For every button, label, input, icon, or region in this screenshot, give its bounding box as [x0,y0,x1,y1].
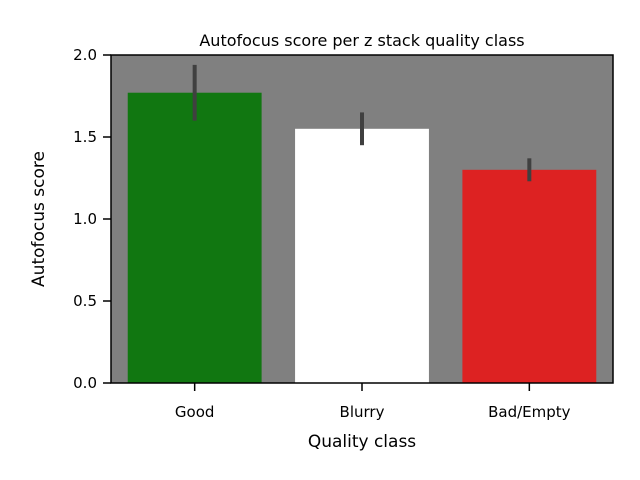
x-tick-label: Good [175,403,215,421]
y-tick-label: 1.5 [73,128,97,146]
bar-bad-empty [462,169,597,383]
chart-title: Autofocus score per z stack quality clas… [199,31,524,50]
x-tick-label: Bad/Empty [488,403,571,421]
bar-good [127,92,262,383]
y-tick-label: 1.0 [73,210,97,228]
y-axis-ticks: 0.0 0.5 1.0 1.5 2.0 [73,46,111,392]
x-axis-ticks: Good Blurry Bad/Empty [175,383,571,421]
x-tick-label: Blurry [340,403,385,421]
bars-layer [127,92,597,383]
x-axis-label: Quality class [308,432,416,452]
error-bars-layer [192,64,532,182]
bar-blurry [295,128,429,383]
y-axis-label: Autofocus score [29,151,49,287]
y-tick-label: 2.0 [73,46,97,64]
y-tick-label: 0.0 [73,374,97,392]
y-tick-label: 0.5 [73,292,97,310]
